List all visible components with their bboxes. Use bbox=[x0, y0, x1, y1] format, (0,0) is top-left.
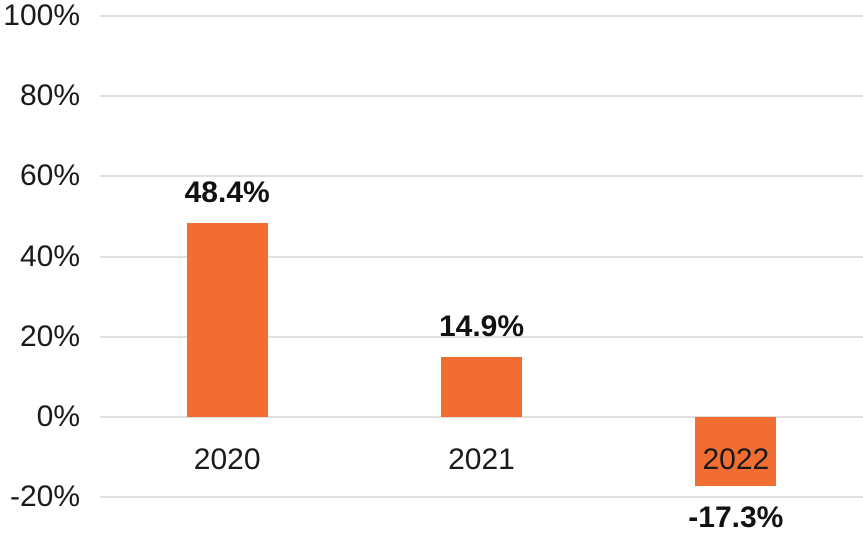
gridline bbox=[100, 15, 863, 17]
bar-2020 bbox=[186, 222, 268, 417]
y-tick-label: 40% bbox=[19, 239, 80, 273]
gridline bbox=[100, 95, 863, 98]
category-label-2021: 2021 bbox=[448, 443, 515, 476]
gridline bbox=[100, 496, 863, 498]
gridline bbox=[100, 335, 863, 338]
y-tick-label: 80% bbox=[19, 79, 80, 113]
y-tick-label: 20% bbox=[19, 319, 80, 353]
y-tick-label: -20% bbox=[9, 480, 80, 513]
value-label-2021: 14.9% bbox=[438, 310, 525, 344]
y-tick-label: 60% bbox=[19, 159, 80, 193]
y-tick-label: 100% bbox=[3, 0, 80, 32]
gridline bbox=[100, 175, 863, 178]
category-label-2020: 2020 bbox=[193, 443, 261, 476]
bar-2022 bbox=[695, 416, 777, 487]
value-label-2022: -17.3% bbox=[688, 501, 784, 535]
bar-2021 bbox=[441, 357, 522, 417]
value-label-2020: 48.4% bbox=[184, 175, 270, 209]
y-tick-label: 0% bbox=[36, 399, 80, 433]
gridline bbox=[100, 415, 863, 418]
gridline bbox=[100, 255, 863, 258]
category-label-2022: 2022 bbox=[702, 443, 770, 476]
